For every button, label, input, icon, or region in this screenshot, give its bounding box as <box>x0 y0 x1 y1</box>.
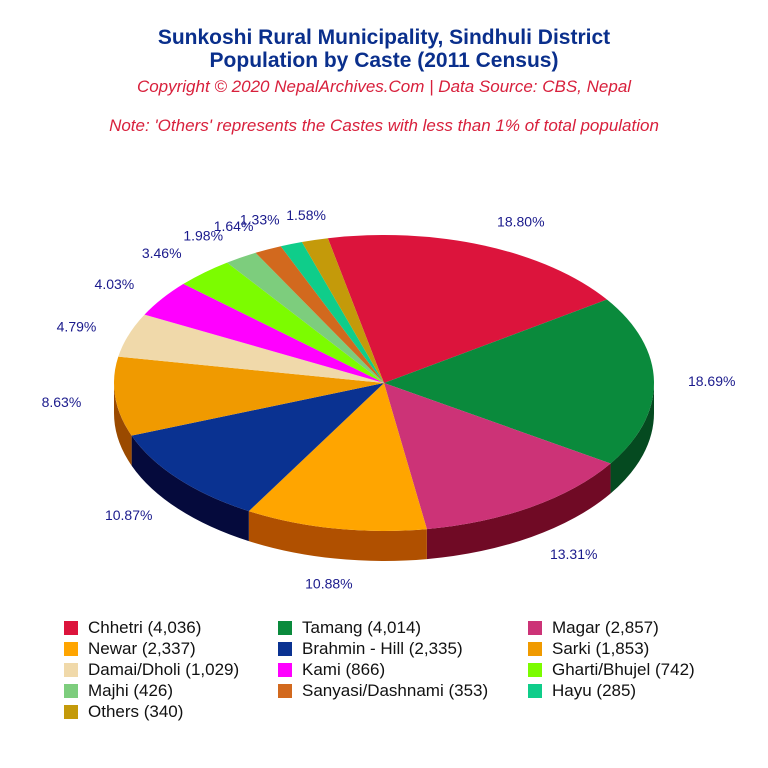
legend-item-tamang: Tamang (4,014) <box>278 618 421 638</box>
legend-label: Hayu (285) <box>552 681 637 700</box>
legend-item-sarki: Sarki (1,853) <box>528 639 649 659</box>
legend-label: Brahmin - Hill (2,335) <box>302 639 463 658</box>
pie-slice-sarki <box>113 356 384 436</box>
chart-title-line2: Population by Caste (2011 Census) <box>209 49 559 72</box>
legend-item-gharti-bhujel: Gharti/Bhujel (742) <box>528 660 695 680</box>
legend-item-hayu: Hayu (285) <box>528 681 636 701</box>
legend-swatch <box>64 705 78 719</box>
pct-label-kami: 4.03% <box>95 276 135 292</box>
legend-label: Sanyasi/Dashnami (353) <box>302 681 489 700</box>
pie-side-sarki <box>114 383 132 466</box>
legend-label: Newar (2,337) <box>88 639 196 658</box>
pie-slice-brahmin-hill <box>131 383 384 512</box>
pct-label-chhetri: 18.80% <box>497 213 544 229</box>
legend-swatch <box>278 684 292 698</box>
pct-label-brahmin-hill: 10.87% <box>105 507 152 523</box>
legend-swatch <box>64 642 78 656</box>
pie-slice-gharti-bhujel <box>183 262 384 383</box>
copyright-text: Copyright © 2020 NepalArchives.Com | Dat… <box>136 77 632 96</box>
pct-label-sarki: 8.63% <box>42 394 82 410</box>
pct-label-others: 1.58% <box>286 207 326 223</box>
legend-label: Chhetri (4,036) <box>88 618 202 637</box>
legend-label: Tamang (4,014) <box>302 618 422 637</box>
legend-swatch <box>278 663 292 677</box>
pie-side-magar <box>426 463 611 560</box>
pct-label-hayu: 1.33% <box>240 212 280 228</box>
pie-side-tamang <box>610 383 654 494</box>
legend-label: Kami (866) <box>302 660 386 679</box>
legend-label: Magar (2,857) <box>552 618 659 637</box>
legend-swatch <box>64 684 78 698</box>
pie-slice-chhetri <box>327 235 607 383</box>
legend-item-newar: Newar (2,337) <box>64 639 196 659</box>
pct-label-sanyasi-dashnami: 1.64% <box>214 218 254 234</box>
pct-label-gharti-bhujel: 3.46% <box>142 245 182 261</box>
pie-side-newar <box>248 511 427 561</box>
legend-item-sanyasi-dashnami: Sanyasi/Dashnami (353) <box>278 681 488 701</box>
pct-label-tamang: 18.69% <box>688 373 735 389</box>
legend-swatch <box>528 621 542 635</box>
pie-slice-kami <box>144 283 384 383</box>
legend-item-damai-dholi: Damai/Dholi (1,029) <box>64 660 239 680</box>
note-text: Note: 'Others' represents the Castes wit… <box>109 116 659 135</box>
legend-label: Damai/Dholi (1,029) <box>88 660 240 679</box>
legend-item-others: Others (340) <box>64 702 183 722</box>
legend-label: Others (340) <box>88 702 184 721</box>
legend-swatch <box>528 642 542 656</box>
pct-label-newar: 10.88% <box>305 576 352 592</box>
pie-slice-hayu <box>280 242 384 383</box>
legend-swatch <box>528 684 542 698</box>
pie-slice-tamang <box>384 299 654 464</box>
legend-swatch <box>64 621 78 635</box>
pie-slice-others <box>301 238 384 383</box>
pie-slice-majhi <box>227 252 384 383</box>
legend-swatch <box>278 621 292 635</box>
pie-slice-magar <box>384 383 611 530</box>
legend-swatch <box>278 642 292 656</box>
pie-slice-sanyasi-dashnami <box>255 246 384 383</box>
chart-title-line1: Sunkoshi Rural Municipality, Sindhuli Di… <box>157 26 611 49</box>
legend-item-brahmin-hill: Brahmin - Hill (2,335) <box>278 639 463 659</box>
legend-item-chhetri: Chhetri (4,036) <box>64 618 201 638</box>
pct-label-magar: 13.31% <box>550 546 597 562</box>
legend-swatch <box>528 663 542 677</box>
legend-label: Majhi (426) <box>88 681 174 700</box>
pie-side-brahmin-hill <box>131 435 249 542</box>
legend-label: Sarki (1,853) <box>552 639 650 658</box>
pct-label-damai-dholi: 4.79% <box>57 319 97 335</box>
pct-label-majhi: 1.98% <box>183 227 223 243</box>
legend-label: Gharti/Bhujel (742) <box>552 660 695 679</box>
legend-item-majhi: Majhi (426) <box>64 681 173 701</box>
legend-swatch <box>64 663 78 677</box>
pie-slice-newar <box>248 383 427 531</box>
legend-item-kami: Kami (866) <box>278 660 385 680</box>
pie-slice-damai-dholi <box>118 314 384 383</box>
legend-item-magar: Magar (2,857) <box>528 618 659 638</box>
